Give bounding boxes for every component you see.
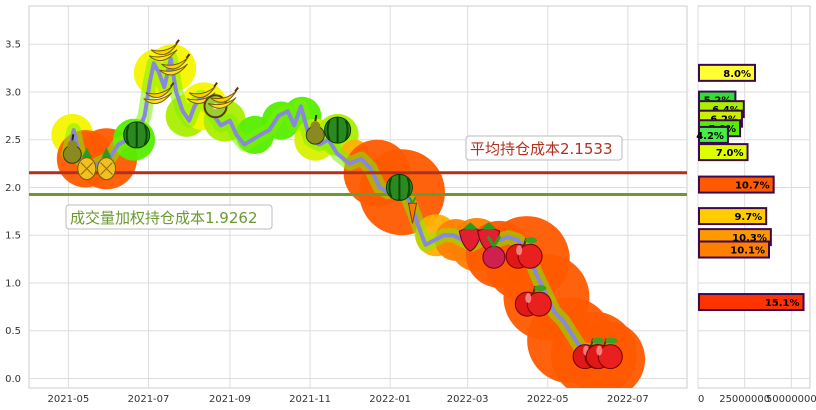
main-x-ticks: 2021-05 2021-07 2021-09 2021-11 2022-01 2022-… xyxy=(48,394,649,405)
x-tick-label: 2021-05 xyxy=(48,394,90,405)
side-bars: 8.0%5.2%6.4%6.2%5.9%4.2%7.0%10.7%9.7%10.… xyxy=(696,63,805,312)
apple-icon xyxy=(505,237,543,269)
x-tick-label: 2022-01 xyxy=(369,394,411,405)
strawberry-icon xyxy=(458,222,482,252)
main-y-ticks: 0.0 0.5 1.0 1.5 2.0 2.5 3.0 3.5 xyxy=(5,40,21,385)
y-tick-label: 3.5 xyxy=(5,40,21,51)
main-plot: 0.00.51.01.52.02.53.03.5 2021-05 2021-07 2… xyxy=(5,5,688,405)
cost-annotations: 平均持仓成本2.1533 成交量加权持仓成本1.9262 xyxy=(65,135,623,230)
banana-icon xyxy=(207,86,239,109)
side-bar xyxy=(698,143,749,162)
side-bar-label: 7.0% xyxy=(716,148,744,159)
y-tick-label: 0.5 xyxy=(5,326,21,337)
fruit-markers xyxy=(62,39,623,370)
pear-icon xyxy=(62,134,82,164)
side-plot: 8.0%5.2%6.4%6.2%5.9%4.2%7.0%10.7%9.7%10.… xyxy=(696,5,816,405)
cost-annotation-box xyxy=(65,204,273,230)
x-tick-label: 2021-11 xyxy=(289,394,331,405)
x-tick-label: 2022-07 xyxy=(607,394,649,405)
cost-annotation-box xyxy=(465,135,623,161)
y-tick-label: 1.0 xyxy=(5,278,21,289)
side-bar xyxy=(698,207,768,226)
banana-icon xyxy=(143,82,175,104)
banana-icon xyxy=(148,39,180,62)
side-bar xyxy=(698,175,775,194)
pineapple-icon xyxy=(97,147,116,181)
x-tick-label: 2022-03 xyxy=(447,394,489,405)
banana-icon xyxy=(186,82,218,104)
y-tick-label: 1.5 xyxy=(5,231,21,242)
side-bar xyxy=(698,125,729,144)
radish-icon xyxy=(482,235,506,269)
cost-annotation-label: 成交量加权持仓成本1.9262 xyxy=(70,209,258,227)
side-bar xyxy=(698,63,756,82)
side-bar-label: 9.7% xyxy=(734,212,762,223)
y-tick-label: 3.0 xyxy=(5,87,21,98)
watermelon-icon xyxy=(123,121,151,149)
side-x-tick-label: 50000000 xyxy=(766,394,816,405)
watermelon-icon xyxy=(324,116,352,144)
carrot-icon xyxy=(407,196,418,224)
watermelon-icon xyxy=(385,173,413,201)
apple-icon xyxy=(514,285,552,317)
banana-icon xyxy=(159,53,191,76)
x-tick-label: 2021-07 xyxy=(128,394,170,405)
side-bar-label: 15.1% xyxy=(765,298,800,309)
y-tick-label: 2.5 xyxy=(5,135,21,146)
side-bar-label: 4.2% xyxy=(696,131,724,142)
side-x-tick-label: 0 xyxy=(698,394,704,405)
cost-lines xyxy=(29,171,687,196)
x-tick-label: 2022-05 xyxy=(527,394,569,405)
pineapple-icon xyxy=(77,147,97,181)
side-x-tick-label: 25000000 xyxy=(719,394,770,405)
side-bar-label: 10.1% xyxy=(730,246,765,257)
x-tick-label: 2021-09 xyxy=(209,394,251,405)
apple-icon xyxy=(585,337,623,370)
side-bar-label: 10.3% xyxy=(732,233,767,244)
cost-annotation-label: 平均持仓成本2.1533 xyxy=(470,140,613,158)
side-bar-label: 8.0% xyxy=(723,69,751,80)
side-bar-label: 10.7% xyxy=(735,181,770,192)
y-tick-label: 2.0 xyxy=(5,183,21,194)
side-bar xyxy=(698,293,805,312)
side-bar xyxy=(698,240,770,259)
y-tick-label: 0.0 xyxy=(5,374,21,385)
pear-icon xyxy=(305,114,325,145)
